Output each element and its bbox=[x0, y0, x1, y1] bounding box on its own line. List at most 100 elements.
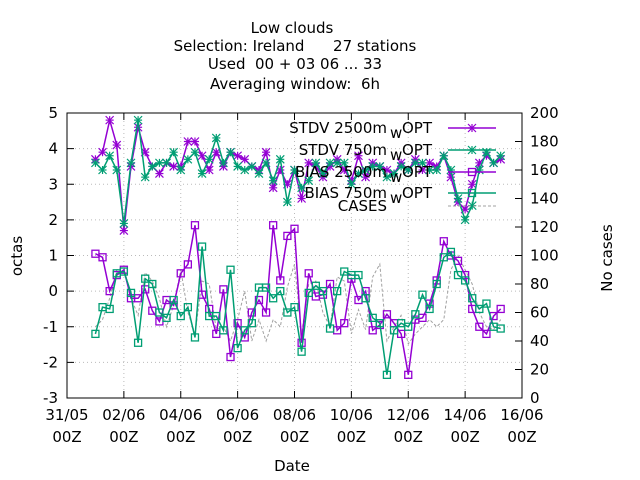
data-point bbox=[283, 308, 292, 317]
legend-label: BIAS 750m bbox=[304, 184, 387, 202]
legend-label-tail: OPT bbox=[402, 119, 433, 137]
data-point bbox=[190, 221, 200, 230]
x-tick-label-hour: 00Z bbox=[337, 428, 366, 446]
data-point bbox=[261, 147, 271, 157]
data-point bbox=[276, 276, 285, 285]
legend-marker bbox=[467, 145, 477, 155]
legend-label-sub: w bbox=[390, 146, 402, 164]
legend-label-tail: OPT bbox=[402, 141, 433, 159]
data-point bbox=[169, 147, 179, 157]
data-point bbox=[133, 338, 143, 347]
data-point bbox=[183, 154, 193, 164]
data-point bbox=[496, 324, 505, 333]
data-point bbox=[105, 115, 115, 125]
legend-label-tail: OPT bbox=[402, 163, 433, 181]
y2-tick-label: 0 bbox=[530, 389, 540, 407]
y-tick-label: 0 bbox=[48, 282, 58, 300]
data-point bbox=[297, 347, 306, 356]
data-point bbox=[247, 308, 256, 317]
cases-layer bbox=[95, 254, 502, 346]
data-point bbox=[155, 308, 164, 317]
data-point bbox=[453, 256, 463, 265]
data-point bbox=[375, 162, 385, 171]
data-point bbox=[282, 197, 292, 207]
data-point bbox=[290, 303, 299, 312]
data-point bbox=[496, 151, 506, 161]
x-tick-label-date: 10/06 bbox=[330, 406, 373, 424]
y-tick-label: 3 bbox=[48, 175, 58, 193]
data-point bbox=[382, 172, 392, 182]
data-point bbox=[467, 179, 477, 189]
data-point bbox=[197, 242, 207, 251]
data-point bbox=[453, 194, 463, 203]
data-point bbox=[218, 158, 228, 168]
data-point bbox=[368, 326, 377, 335]
x-tick-label-date: 16/06 bbox=[500, 406, 543, 424]
data-point bbox=[375, 319, 384, 328]
data-point bbox=[162, 313, 171, 322]
data-point bbox=[453, 270, 463, 280]
data-point bbox=[268, 183, 278, 193]
data-point bbox=[311, 158, 321, 168]
x-axis-label: Date bbox=[274, 457, 310, 475]
y-tick-label: 5 bbox=[48, 104, 58, 122]
data-point bbox=[361, 294, 370, 303]
data-point bbox=[325, 158, 335, 168]
x-tick-label-date: 14/06 bbox=[444, 406, 487, 424]
data-point bbox=[105, 151, 115, 161]
title-line-1: Low clouds bbox=[251, 19, 334, 37]
y2-tick-label: 200 bbox=[530, 104, 559, 122]
data-point bbox=[183, 303, 193, 312]
data-point bbox=[482, 299, 491, 308]
data-point bbox=[482, 329, 491, 339]
data-point bbox=[432, 165, 442, 175]
legend-marker bbox=[467, 167, 477, 177]
y2-tick-label: 140 bbox=[530, 190, 559, 208]
data-point bbox=[162, 158, 171, 168]
data-point bbox=[147, 162, 157, 171]
data-point bbox=[154, 169, 164, 178]
data-point bbox=[247, 319, 256, 328]
data-point bbox=[133, 294, 143, 303]
y2-tick-label: 100 bbox=[530, 247, 559, 265]
data-point bbox=[197, 151, 207, 161]
legend-entry: BIAS 2500m w OPT bbox=[295, 163, 496, 186]
data-point bbox=[446, 165, 456, 175]
data-point bbox=[496, 304, 505, 314]
data-point bbox=[432, 279, 441, 289]
y2-tick-label: 20 bbox=[530, 361, 549, 379]
legend-marker bbox=[467, 188, 477, 198]
y-tick-label: -2 bbox=[43, 353, 58, 371]
x-axis-ticks: 31/05 00Z 02/06 00Z 04/06 00Z 06/06 00Z 08/06 00Z… bbox=[45, 113, 544, 446]
data-point bbox=[133, 115, 143, 125]
data-point bbox=[340, 319, 349, 328]
data-point bbox=[325, 279, 335, 289]
data-point bbox=[254, 169, 264, 178]
legend-entry: STDV 750m w OPT bbox=[299, 141, 496, 164]
data-point bbox=[176, 269, 185, 278]
data-point bbox=[148, 279, 157, 289]
data-point bbox=[297, 183, 307, 193]
data-point bbox=[439, 237, 448, 246]
data-point bbox=[283, 231, 292, 241]
data-point bbox=[361, 172, 371, 182]
data-point bbox=[176, 311, 185, 321]
data-point bbox=[304, 288, 313, 298]
x-tick-label-date: 12/06 bbox=[387, 406, 430, 424]
data-point bbox=[474, 165, 484, 175]
legend-marker bbox=[467, 123, 477, 133]
data-point bbox=[240, 326, 249, 335]
x-tick-label-hour: 00Z bbox=[223, 428, 252, 446]
data-point bbox=[233, 343, 242, 353]
title-line-2: Selection: Ireland 27 stations bbox=[174, 37, 417, 55]
data-point bbox=[361, 165, 371, 175]
data-point bbox=[354, 169, 363, 178]
y-tick-label: -1 bbox=[43, 318, 58, 336]
data-point bbox=[318, 286, 328, 296]
data-point bbox=[112, 140, 122, 150]
data-point bbox=[91, 329, 100, 339]
data-point bbox=[183, 137, 193, 146]
data-point bbox=[382, 370, 392, 379]
x-tick-label-hour: 00Z bbox=[166, 428, 195, 446]
